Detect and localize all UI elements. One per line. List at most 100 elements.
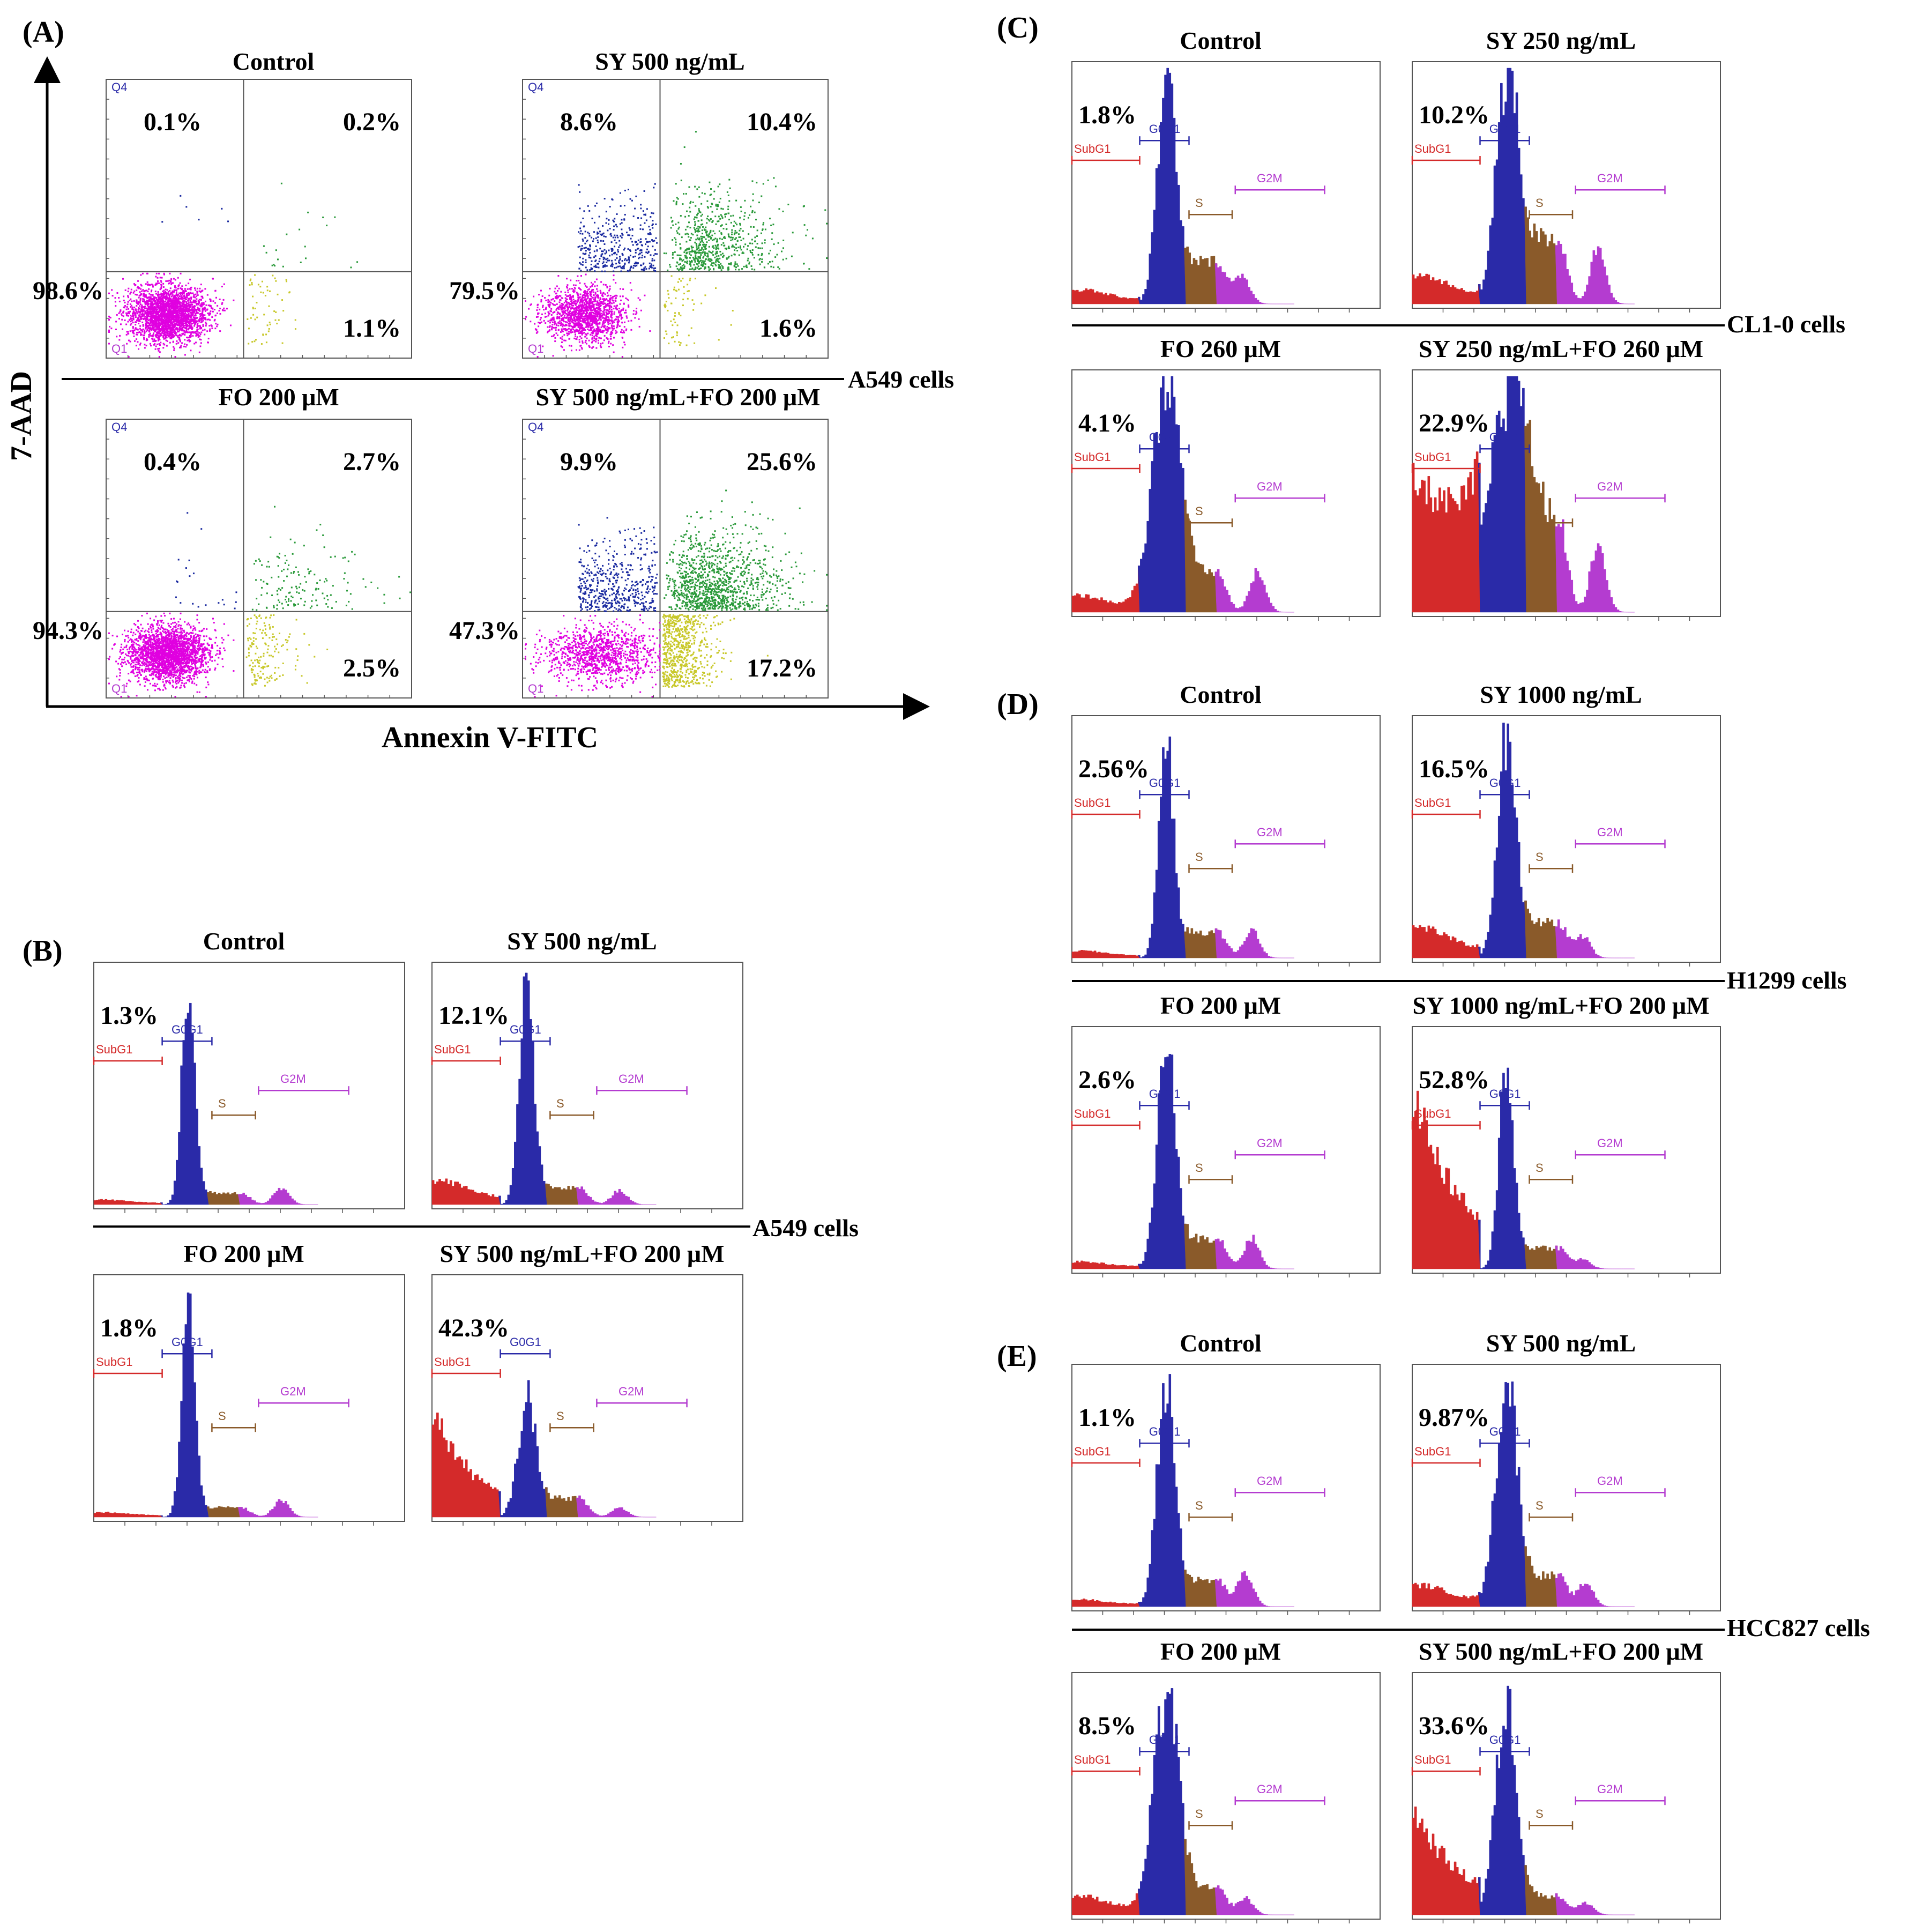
q1-point — [174, 289, 176, 292]
q1-point — [190, 305, 192, 307]
q1-point — [203, 317, 205, 319]
q1-point — [133, 306, 136, 308]
q2-point — [710, 231, 712, 233]
q1-point — [195, 332, 197, 335]
q1-point — [564, 307, 566, 309]
q1-point — [217, 304, 219, 307]
q1-point — [587, 317, 589, 319]
q3-point — [252, 314, 255, 316]
q4-point — [614, 236, 616, 239]
q1-point — [551, 317, 554, 319]
q1-point — [578, 298, 580, 300]
q1-point — [159, 315, 161, 317]
q1-point — [621, 329, 623, 331]
panel-a-ylabel: 7-AAD — [5, 371, 38, 461]
q1-point — [176, 313, 178, 315]
q1-point — [568, 323, 570, 325]
q4-point — [609, 206, 611, 208]
q1-point — [573, 307, 576, 309]
q1-point — [628, 305, 630, 307]
q1-point — [163, 338, 165, 340]
q1-point — [195, 322, 197, 324]
q1-point — [166, 340, 168, 342]
q1-point — [131, 319, 133, 322]
q1-point — [595, 347, 598, 349]
q2-point — [792, 232, 794, 234]
q1-point — [198, 335, 200, 337]
q1-point — [562, 317, 564, 319]
q2-point — [697, 258, 699, 260]
q4-point — [626, 259, 628, 262]
q1-point — [576, 307, 578, 309]
q1-point — [140, 284, 142, 286]
q1-point — [229, 324, 232, 326]
q1-point — [149, 329, 151, 331]
q1-point — [565, 324, 568, 326]
q1-point — [165, 288, 167, 291]
q1-point — [184, 296, 186, 299]
q1-point — [621, 309, 623, 311]
q1-point — [144, 317, 146, 319]
q1-point — [204, 317, 206, 319]
q1-point — [153, 316, 155, 318]
q2-point — [692, 256, 694, 258]
q1-point — [155, 329, 158, 331]
q1-point — [575, 312, 577, 314]
q1-point — [136, 331, 138, 333]
q2-point — [718, 261, 720, 263]
q1-point — [571, 325, 573, 328]
q2-point — [682, 193, 684, 195]
q1-point — [593, 328, 595, 330]
q1-point — [183, 304, 185, 306]
q1-point — [197, 308, 199, 310]
q2-point — [733, 233, 735, 235]
q1-point — [148, 324, 151, 326]
q1-point — [188, 317, 190, 319]
q1-point — [593, 299, 595, 301]
q1-point — [156, 277, 159, 279]
q2-point — [739, 217, 741, 219]
q1-point — [154, 306, 156, 308]
q1-point — [583, 303, 585, 305]
q1-point — [612, 299, 614, 301]
q1-point — [601, 325, 603, 327]
q1-point — [146, 311, 148, 314]
q1-point — [571, 313, 573, 315]
q1-point — [166, 337, 168, 339]
q1-point — [159, 288, 161, 291]
q1-point — [202, 310, 204, 313]
q4-point — [640, 249, 643, 251]
q1-point — [545, 322, 547, 324]
q1-point — [549, 325, 551, 327]
q1-point — [197, 336, 199, 338]
q1-point — [600, 346, 602, 348]
q1-point — [614, 298, 616, 300]
q1-point — [575, 329, 577, 331]
q1-point — [168, 279, 170, 281]
q1-point — [590, 307, 592, 309]
q1-point — [561, 310, 563, 313]
q1-point — [176, 316, 178, 318]
q1-point — [593, 305, 595, 307]
q1-point — [564, 294, 567, 296]
q1-point — [603, 339, 605, 341]
q1-point — [608, 302, 610, 304]
q1-point — [621, 316, 623, 318]
q1-point — [588, 324, 591, 326]
q4-point — [614, 246, 616, 248]
q1-point — [537, 303, 539, 306]
q1-point — [167, 324, 169, 326]
q2-point — [696, 267, 698, 269]
q1-point — [622, 346, 624, 348]
q1-point — [184, 300, 186, 302]
q4-point — [630, 266, 632, 268]
q1-point — [607, 330, 609, 332]
q1-point — [196, 291, 198, 293]
q1-point — [579, 288, 581, 290]
q4-point — [649, 262, 651, 264]
q1-point — [172, 324, 174, 326]
q4-point — [593, 221, 595, 224]
q1-point — [182, 323, 184, 325]
q1-point — [602, 301, 604, 303]
q1-point — [595, 311, 597, 313]
